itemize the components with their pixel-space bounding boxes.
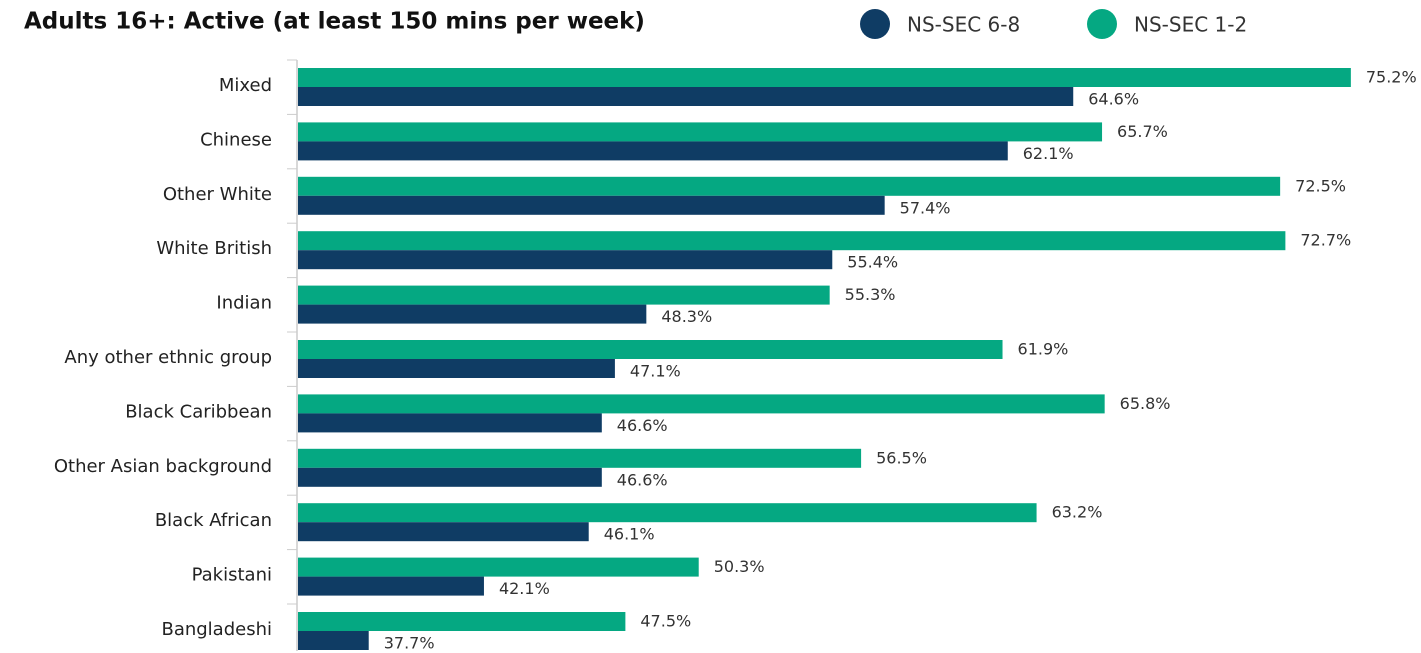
value-label: 63.2% bbox=[1052, 503, 1103, 522]
bar bbox=[298, 394, 1105, 414]
bar bbox=[298, 250, 833, 270]
value-label: 65.8% bbox=[1120, 394, 1171, 413]
y-tick-label: Any other ethnic group bbox=[64, 347, 272, 368]
bar bbox=[298, 612, 626, 631]
value-label: 72.5% bbox=[1295, 176, 1346, 195]
y-tick-label: Bangladeshi bbox=[161, 619, 272, 640]
value-label: 72.7% bbox=[1300, 231, 1351, 250]
bar bbox=[298, 467, 602, 487]
bar bbox=[298, 195, 885, 215]
chart-title: Adults 16+: Active (at least 150 mins pe… bbox=[24, 9, 645, 35]
y-tick-label: Pakistani bbox=[192, 565, 272, 586]
value-label: 46.1% bbox=[604, 525, 655, 544]
value-label: 47.5% bbox=[640, 612, 691, 631]
y-tick-label: Other Asian background bbox=[54, 456, 272, 477]
bar bbox=[298, 503, 1037, 523]
bar bbox=[298, 122, 1103, 142]
bar bbox=[298, 87, 1074, 106]
value-label: 48.3% bbox=[661, 307, 712, 326]
value-label: 61.9% bbox=[1018, 340, 1069, 359]
value-label: 47.1% bbox=[630, 362, 681, 381]
bar bbox=[298, 522, 589, 542]
legend-label: NS-SEC 1-2 bbox=[1134, 13, 1247, 37]
value-label: 50.3% bbox=[714, 557, 765, 576]
y-tick-label: Chinese bbox=[200, 129, 272, 150]
bar bbox=[298, 68, 1351, 87]
value-label: 46.6% bbox=[617, 416, 668, 435]
value-label: 55.3% bbox=[845, 285, 896, 304]
value-label: 42.1% bbox=[499, 579, 550, 598]
y-tick-label: Black Caribbean bbox=[125, 401, 272, 422]
value-label: 37.7% bbox=[384, 634, 435, 653]
y-tick-label: Indian bbox=[216, 293, 272, 314]
bar bbox=[298, 340, 1003, 359]
bar bbox=[298, 176, 1281, 196]
value-label: 55.4% bbox=[847, 253, 898, 272]
y-tick-label: Black African bbox=[155, 510, 272, 531]
bar bbox=[298, 304, 647, 324]
value-label: 75.2% bbox=[1366, 68, 1417, 87]
bar bbox=[298, 576, 484, 596]
bar bbox=[298, 285, 830, 305]
y-tick-label: White British bbox=[156, 238, 272, 259]
bar bbox=[298, 359, 615, 378]
value-label: 46.6% bbox=[617, 470, 668, 489]
value-label: 64.6% bbox=[1088, 90, 1139, 109]
bar bbox=[298, 413, 602, 433]
legend-swatch bbox=[1087, 9, 1117, 39]
y-tick-label: Other White bbox=[163, 184, 272, 205]
bar bbox=[298, 141, 1008, 161]
value-label: 62.1% bbox=[1023, 144, 1074, 163]
value-label: 57.4% bbox=[900, 198, 951, 217]
bar bbox=[298, 557, 699, 577]
y-tick-label: Mixed bbox=[219, 75, 272, 96]
bar bbox=[298, 448, 862, 468]
legend-label: NS-SEC 6-8 bbox=[907, 13, 1020, 37]
value-label: 56.5% bbox=[876, 448, 927, 467]
legend-swatch bbox=[860, 9, 890, 39]
bar bbox=[298, 231, 1286, 251]
bar bbox=[298, 631, 369, 650]
value-label: 65.7% bbox=[1117, 122, 1168, 141]
